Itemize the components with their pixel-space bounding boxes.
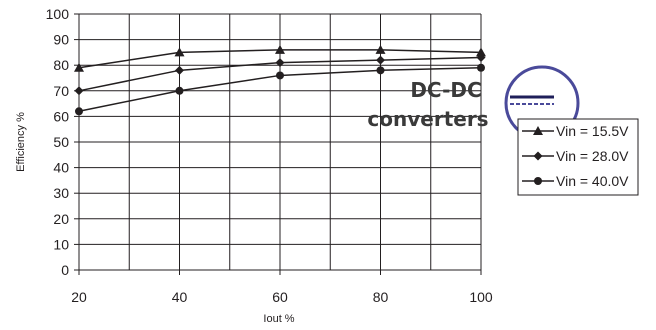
data-point xyxy=(75,107,83,116)
x-tick-label: 80 xyxy=(373,289,389,305)
legend-item: Vin = 40.0V xyxy=(522,173,629,189)
y-tick-label: 70 xyxy=(53,83,69,99)
data-point xyxy=(276,71,284,80)
data-point xyxy=(476,53,486,63)
tick-labels: 0 10 20 30 40 50 60 70 80 90 100 20 40 60 80 100 xyxy=(46,6,493,305)
y-tick-label: 50 xyxy=(53,134,69,150)
data-point xyxy=(476,47,486,57)
y-tick-label: 40 xyxy=(53,160,69,176)
legend: Vin = 15.5V Vin = 28.0V Vin = 40.0V xyxy=(517,118,639,196)
legend-marker xyxy=(533,151,543,161)
series-3 xyxy=(75,63,485,116)
y-tick-label: 60 xyxy=(53,108,69,124)
legend-marker xyxy=(534,177,542,185)
legend-label: Vin = 28.0V xyxy=(556,148,629,164)
x-tick-label: 20 xyxy=(71,289,87,305)
series-group xyxy=(74,44,486,116)
y-tick-label: 100 xyxy=(46,6,70,22)
data-point xyxy=(275,44,285,54)
data-point xyxy=(175,86,184,95)
y-axis-title: Efficiency % xyxy=(15,112,27,172)
data-point xyxy=(175,65,184,75)
data-point xyxy=(275,58,285,68)
badge-subtitle: converters xyxy=(367,107,488,131)
data-point xyxy=(174,47,185,57)
legend-marker xyxy=(533,126,543,135)
x-tick-label: 40 xyxy=(172,289,188,305)
y-tick-label: 90 xyxy=(53,32,69,48)
data-point xyxy=(376,55,385,65)
series-2 xyxy=(74,53,486,96)
data-point xyxy=(376,66,385,75)
badge-title: DC-DC xyxy=(410,78,481,102)
legend-item: Vin = 28.0V xyxy=(522,148,629,164)
dc-symbol-icon xyxy=(510,95,554,105)
legend-label: Vin = 40.0V xyxy=(556,173,629,189)
y-tick-label: 0 xyxy=(61,262,69,278)
series-1 xyxy=(74,44,486,72)
y-tick-label: 10 xyxy=(53,236,69,252)
y-tick-label: 20 xyxy=(53,211,69,227)
y-tick-label: 30 xyxy=(53,185,69,201)
legend-label: Vin = 15.5V xyxy=(556,123,629,139)
legend-item: Vin = 15.5V xyxy=(522,123,629,139)
y-tick-label: 80 xyxy=(53,57,69,73)
x-tick-label: 100 xyxy=(469,289,493,305)
x-axis-title: Iout % xyxy=(263,313,294,325)
data-point xyxy=(74,86,84,96)
data-point xyxy=(477,63,485,72)
data-point xyxy=(375,44,386,54)
x-tick-label: 60 xyxy=(272,289,288,305)
data-point xyxy=(74,62,84,72)
